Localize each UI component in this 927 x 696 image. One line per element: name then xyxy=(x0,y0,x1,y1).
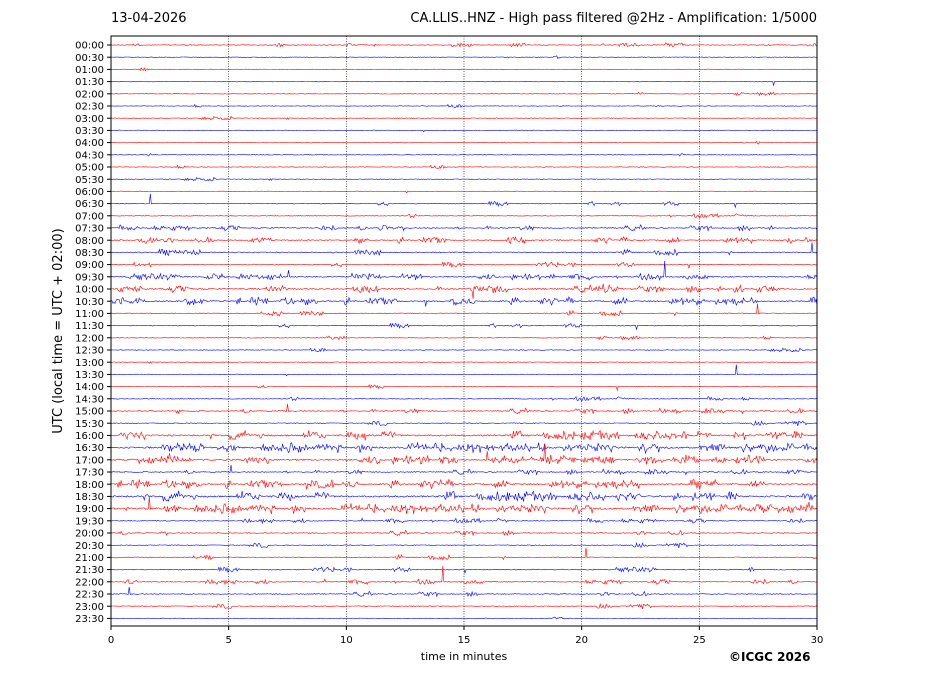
trace-05:00 xyxy=(111,164,817,169)
y-tick-label: 00:00 xyxy=(75,41,104,52)
y-tick-label: 03:30 xyxy=(75,126,104,137)
trace-09:00 xyxy=(110,261,817,269)
trace-16:00 xyxy=(111,429,817,441)
trace-23:30 xyxy=(110,616,817,620)
y-tick-label: 01:00 xyxy=(75,65,104,76)
y-tick-label: 11:00 xyxy=(75,309,104,320)
y-tick-label: 20:30 xyxy=(75,541,104,552)
y-tick-label: 18:30 xyxy=(75,492,104,503)
y-tick-label: 17:30 xyxy=(75,468,104,479)
x-axis-label: time in minutes xyxy=(421,650,508,663)
y-tick-label: 02:00 xyxy=(75,89,104,100)
y-tick-label: 23:00 xyxy=(75,602,104,613)
y-tick-label: 15:00 xyxy=(75,407,104,418)
y-tick-label: 23:30 xyxy=(75,614,104,625)
y-tick-label: 19:30 xyxy=(75,516,104,527)
y-tick-label: 21:00 xyxy=(75,553,104,564)
y-tick-label: 12:00 xyxy=(75,333,104,344)
y-tick-label: 19:00 xyxy=(75,504,104,515)
y-tick-label: 14:30 xyxy=(75,394,104,405)
y-tick-label: 13:00 xyxy=(75,358,104,369)
copyright-label: ©ICGC 2026 xyxy=(729,650,811,664)
y-tick-label: 17:00 xyxy=(75,455,104,466)
x-tick-label: 15 xyxy=(458,635,471,646)
x-tick-label: 0 xyxy=(108,635,114,646)
y-tick-label: 16:30 xyxy=(75,443,104,454)
y-tick-label: 04:00 xyxy=(75,138,104,149)
y-tick-label: 04:30 xyxy=(75,150,104,161)
trace-11:30 xyxy=(110,322,818,331)
trace-04:30 xyxy=(111,153,817,157)
y-tick-label: 07:30 xyxy=(75,224,104,235)
y-tick-label: 03:00 xyxy=(75,114,104,125)
y-tick-label: 21:30 xyxy=(75,565,104,576)
x-tick-layer: 0 5 10 15 20 25 30 xyxy=(108,626,824,646)
trace-13:00 xyxy=(110,361,818,364)
y-tick-label: 13:30 xyxy=(75,370,104,381)
trace-08:00 xyxy=(110,236,818,245)
x-tick-label: 10 xyxy=(340,635,353,646)
trace-12:30 xyxy=(110,347,818,353)
grid-layer xyxy=(228,36,700,626)
y-tick-label: 14:00 xyxy=(75,382,104,393)
trace-04:00 xyxy=(110,140,817,145)
trace-06:30 xyxy=(110,193,818,209)
y-tick-label: 08:30 xyxy=(75,248,104,259)
y-tick-label: 06:30 xyxy=(75,199,104,210)
y-tick-label: 20:00 xyxy=(75,529,104,540)
x-tick-label: 5 xyxy=(225,635,231,646)
date-label: 13-04-2026 xyxy=(111,11,187,26)
y-tick-label: 10:00 xyxy=(75,285,104,296)
trace-08:30 xyxy=(110,242,818,257)
y-tick-label: 00:30 xyxy=(75,53,104,64)
y-tick-label: 06:00 xyxy=(75,187,104,198)
chart-title: CA.LLIS..HNZ - High pass filtered @2Hz -… xyxy=(410,11,817,26)
y-tick-label: 22:30 xyxy=(75,590,104,601)
y-tick-label: 01:30 xyxy=(75,77,104,88)
y-tick-label: 15:30 xyxy=(75,419,104,430)
trace-15:30 xyxy=(110,419,818,426)
y-tick-label: 08:00 xyxy=(75,236,104,247)
x-tick-label: 25 xyxy=(693,635,706,646)
trace-12:00 xyxy=(110,335,818,341)
trace-20:30 xyxy=(110,541,818,548)
y-tick-label: 12:30 xyxy=(75,346,104,357)
y-tick-label: 07:00 xyxy=(75,211,104,222)
x-tick-label: 30 xyxy=(811,635,824,646)
y-tick-label: 18:00 xyxy=(75,480,104,491)
y-tick-label: 11:30 xyxy=(75,321,104,332)
x-tick-label: 20 xyxy=(575,635,588,646)
y-tick-label: 05:00 xyxy=(75,163,104,174)
y-tick-label: 05:30 xyxy=(75,175,104,186)
y-axis-label: UTC (local time = UTC + 02:00) xyxy=(51,228,66,433)
y-tick-label: 22:00 xyxy=(75,577,104,588)
trace-21:30 xyxy=(111,566,817,574)
trace-07:00 xyxy=(110,212,818,219)
y-tick-label: 16:00 xyxy=(75,431,104,442)
y-tick-label: 09:30 xyxy=(75,272,104,283)
y-tick-label: 02:30 xyxy=(75,102,104,113)
trace-21:00 xyxy=(111,547,818,561)
y-tick-label: 10:30 xyxy=(75,297,104,308)
y-tick-label: 09:00 xyxy=(75,260,104,271)
trace-07:30 xyxy=(110,224,818,232)
trace-03:30 xyxy=(111,129,818,133)
